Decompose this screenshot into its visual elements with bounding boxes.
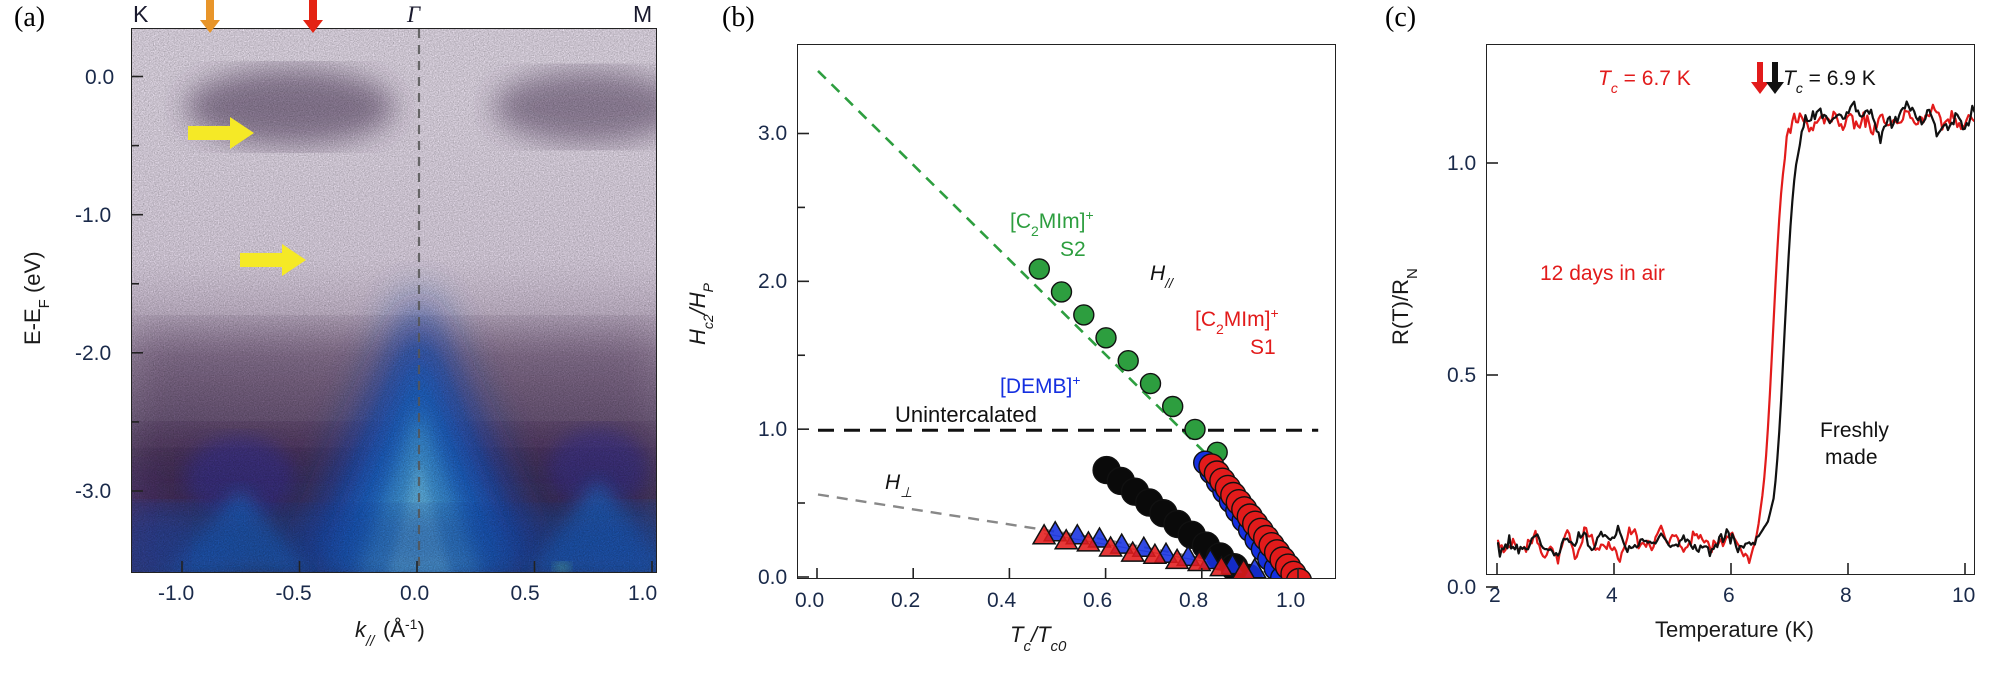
svg-text:Freshly: Freshly xyxy=(1820,419,1889,442)
svg-text:6: 6 xyxy=(1723,584,1735,607)
svg-text:0.5: 0.5 xyxy=(1447,364,1476,387)
svg-text:8: 8 xyxy=(1840,584,1852,607)
svg-text:0.0: 0.0 xyxy=(1447,576,1476,599)
svg-text:Tc = 6.9 K: Tc = 6.9 K xyxy=(1783,67,1876,96)
svg-text:2: 2 xyxy=(1489,584,1501,607)
svg-text:Temperature (K): Temperature (K) xyxy=(1655,617,1814,642)
svg-text:made: made xyxy=(1825,446,1878,469)
svg-text:12 days in air: 12 days in air xyxy=(1540,262,1665,285)
svg-text:4: 4 xyxy=(1606,584,1618,607)
svg-text:R(T)/RN: R(T)/RN xyxy=(1388,268,1421,345)
svg-text:Tc = 6.7 K: Tc = 6.7 K xyxy=(1598,67,1691,96)
svg-text:1.0: 1.0 xyxy=(1447,152,1476,175)
svg-text:10: 10 xyxy=(1952,584,1975,607)
